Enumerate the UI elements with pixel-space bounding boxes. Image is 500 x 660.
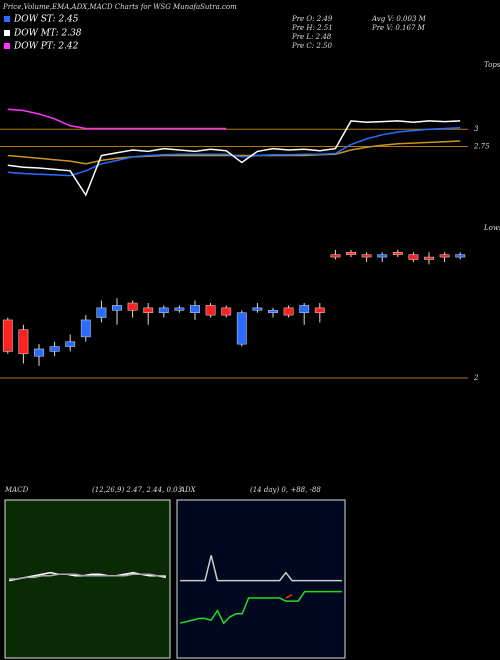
candle-body: [330, 254, 341, 258]
candle-body: [2, 319, 13, 352]
quote-item: Pre H: 2.51: [291, 24, 333, 32]
candle-body: [158, 307, 169, 313]
quote-item: Pre V: 0.167 M: [371, 24, 426, 32]
chart-title: Price,Volume,EMA,ADX,MACD Charts for WSG…: [2, 3, 237, 11]
legend-swatch: [4, 16, 10, 22]
y-tick-label: 3: [474, 125, 479, 133]
candle-body: [96, 307, 107, 318]
quote-item: Avg V: 0.003 M: [371, 15, 427, 23]
candle-body: [236, 312, 247, 345]
line: [7, 120, 461, 197]
quote-item: Pre C: 2.50: [291, 42, 332, 50]
candle-body: [361, 254, 372, 258]
legend-label: DOW PT: 2.42: [13, 42, 79, 52]
line: [7, 108, 227, 130]
candle-body: [143, 307, 154, 313]
candle-body: [408, 254, 419, 260]
y-tick-label: 2: [473, 374, 479, 382]
line: [7, 127, 461, 177]
quote: Pre O: 2.49 Pre H: 2.51 Pre L: 2.48 Pre …: [291, 15, 427, 50]
candle-body: [18, 329, 29, 355]
legend-swatch: [4, 43, 10, 49]
candle-body: [252, 307, 263, 311]
panel-background: [4, 499, 171, 659]
candle-body: [392, 252, 403, 255]
candle-body: [80, 319, 91, 338]
y-tick-label: 2.75: [473, 143, 490, 151]
quote-item: Pre L: 2.48: [291, 33, 332, 41]
candle-body: [65, 341, 76, 347]
candle-body: [190, 305, 200, 313]
line: [180, 555, 342, 582]
quote-item: Pre O: 2.49: [291, 15, 333, 23]
candle-body: [174, 307, 185, 311]
panel-title: MACD: [4, 486, 29, 494]
legend-label: DOW ST: 2.45: [13, 15, 79, 25]
candle-body: [205, 305, 216, 316]
candle-body: [346, 252, 356, 255]
legend-swatch: [4, 30, 10, 36]
candle-body: [439, 254, 450, 258]
candle-body: [127, 302, 138, 311]
panel-subtitle: (14 day) 0, +88, -88: [250, 486, 321, 494]
candle-body: [112, 305, 122, 311]
line: [285, 594, 293, 599]
candle-body: [221, 307, 232, 316]
panel-background: [176, 499, 346, 659]
candle-body: [314, 307, 325, 313]
annotation: Tops: [484, 61, 500, 69]
candle-body: [268, 310, 278, 313]
legend-label: DOW MT: 2.38: [13, 29, 82, 39]
line: [179, 590, 342, 625]
panel-subtitle: (12,26,9) 2.47, 2.44, 0.03: [92, 486, 183, 494]
panel-title: ADX: [179, 486, 197, 494]
line: [9, 573, 166, 580]
candle-body: [377, 254, 388, 258]
candle-body: [49, 346, 60, 352]
candle-body: [34, 348, 44, 357]
legend: DOW ST: 2.45 DOW MT: 2.38 DOW PT: 2.42: [4, 15, 82, 52]
annotation: Lows: [483, 224, 500, 232]
candle-body: [283, 307, 294, 316]
line: [7, 140, 461, 165]
candle-body: [455, 254, 466, 258]
candle-body: [299, 305, 310, 313]
candle-body: [424, 256, 434, 260]
